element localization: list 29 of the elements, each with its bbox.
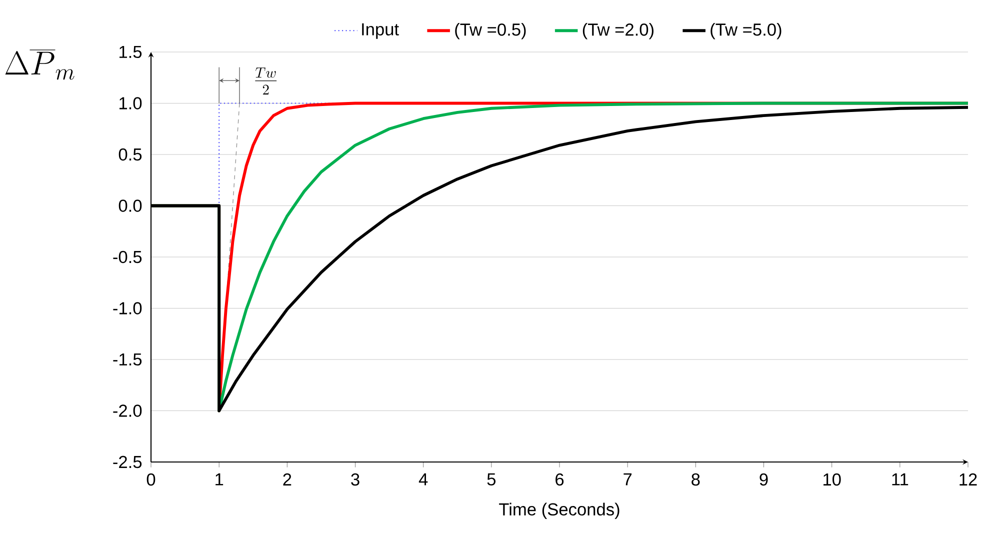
x-tick-label: 3 bbox=[351, 473, 360, 486]
y-tick-label: 0.5 bbox=[118, 148, 142, 161]
x-tick-label: 10 bbox=[824, 473, 841, 486]
x-tick-label: 0 bbox=[146, 473, 156, 486]
legend-label: (Tw =0.5) bbox=[455, 23, 526, 40]
y-axis-title: $\Delta\overline{P}_m$ bbox=[5, 50, 74, 80]
x-tick-label: 2 bbox=[283, 473, 292, 486]
x-tick-label: 5 bbox=[487, 473, 496, 486]
y-tick-label: 1.5 bbox=[120, 46, 142, 58]
x-tick-label: 7 bbox=[624, 473, 632, 486]
legend-label: Input bbox=[362, 23, 399, 39]
y-tick-label: -1.5 bbox=[113, 353, 142, 366]
x-tick-label: 8 bbox=[692, 473, 700, 486]
y-tick-label: -0.5 bbox=[113, 250, 142, 264]
y-tick-label: -1.0 bbox=[113, 302, 142, 314]
x-tick-label: 6 bbox=[556, 473, 564, 486]
x-tick-label: 4 bbox=[418, 473, 428, 486]
x-tick-label: 9 bbox=[760, 473, 768, 486]
x-axis-title: Time (Seconds) bbox=[499, 502, 620, 519]
x-tick-label: 11 bbox=[892, 473, 908, 486]
y-tick-label: 1.0 bbox=[120, 97, 142, 110]
legend-label: (Tw =2.0) bbox=[582, 23, 654, 40]
x-tick-label: 1 bbox=[216, 473, 224, 486]
x-tick-label: 12 bbox=[960, 473, 977, 486]
y-tick-label: 0.0 bbox=[118, 200, 142, 212]
annotation: $\frac{Tw}{2}$ bbox=[255, 68, 277, 95]
y-tick-label: -2.0 bbox=[113, 404, 142, 417]
y-tick-label: -2.5 bbox=[113, 456, 142, 468]
legend-label: (Tw =5.0) bbox=[710, 23, 782, 40]
